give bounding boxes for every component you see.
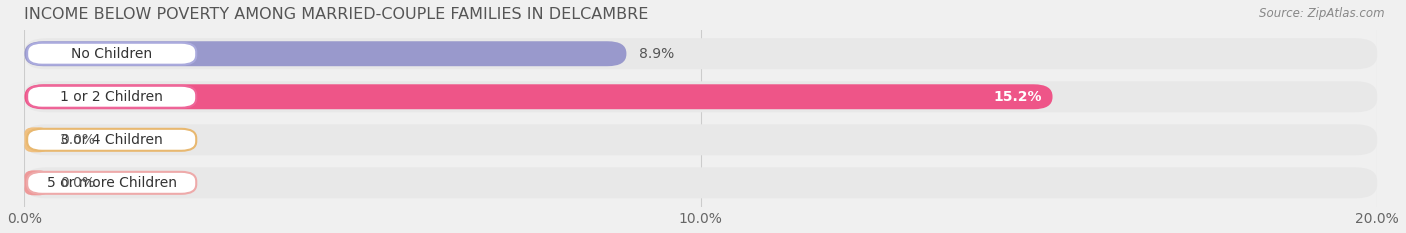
FancyBboxPatch shape: [27, 172, 197, 194]
FancyBboxPatch shape: [27, 86, 197, 108]
FancyBboxPatch shape: [24, 127, 48, 152]
FancyBboxPatch shape: [24, 124, 1378, 155]
Text: 8.9%: 8.9%: [638, 47, 673, 61]
Text: INCOME BELOW POVERTY AMONG MARRIED-COUPLE FAMILIES IN DELCAMBRE: INCOME BELOW POVERTY AMONG MARRIED-COUPL…: [24, 7, 648, 22]
Text: Source: ZipAtlas.com: Source: ZipAtlas.com: [1260, 7, 1385, 20]
Text: 0.0%: 0.0%: [60, 133, 96, 147]
FancyBboxPatch shape: [24, 84, 1053, 109]
FancyBboxPatch shape: [24, 81, 1378, 112]
FancyBboxPatch shape: [24, 170, 48, 195]
FancyBboxPatch shape: [24, 41, 627, 66]
Text: 5 or more Children: 5 or more Children: [46, 176, 177, 190]
Text: 15.2%: 15.2%: [994, 90, 1042, 104]
FancyBboxPatch shape: [27, 43, 197, 65]
FancyBboxPatch shape: [24, 167, 1378, 198]
Text: 1 or 2 Children: 1 or 2 Children: [60, 90, 163, 104]
FancyBboxPatch shape: [24, 38, 1378, 69]
Text: 3 or 4 Children: 3 or 4 Children: [60, 133, 163, 147]
Text: 0.0%: 0.0%: [60, 176, 96, 190]
Text: No Children: No Children: [72, 47, 152, 61]
FancyBboxPatch shape: [27, 129, 197, 151]
